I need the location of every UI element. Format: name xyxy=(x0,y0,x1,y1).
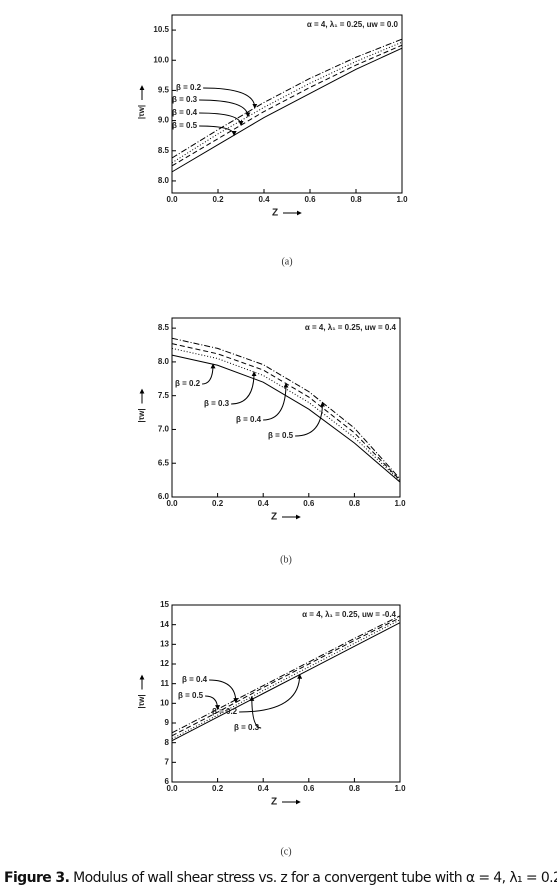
series-label: β = 0.3 xyxy=(172,95,198,104)
label-arrow xyxy=(295,401,325,437)
series-line xyxy=(171,337,401,480)
x-tick-label: 1.0 xyxy=(394,784,406,793)
y-tick-label: 8.5 xyxy=(158,323,170,332)
series-label: β = 0.2 xyxy=(212,707,238,716)
y-tick-label: 9 xyxy=(165,718,170,727)
label-arrow xyxy=(209,679,239,704)
annotation: α = 4, λ₁ = 0.25, uw = 0.0 xyxy=(307,20,399,29)
annotation: α = 4, λ₁ = 0.25, uw = -0.4 xyxy=(302,610,396,619)
y-tick-label: 6 xyxy=(165,777,170,786)
y-tick-label: 6.5 xyxy=(158,458,170,467)
x-tick-label: 0.6 xyxy=(303,784,315,793)
figure: 0.0 0.2 0.4 0.6 0.8 1.0 8.0 8.5 9.0 9.5 10.0 10.5 β … xyxy=(137,14,408,857)
label-arrow xyxy=(205,695,221,711)
y-tick-label: 8.0 xyxy=(158,176,170,185)
series-label: β = 0.3 xyxy=(204,399,230,408)
caption-text: Modulus of wall shear stress vs. z for a… xyxy=(73,870,557,886)
series-line xyxy=(171,354,401,483)
x-tick-label: 0.8 xyxy=(349,499,361,508)
y-axis-label: |τw| xyxy=(137,694,146,708)
y-tick-label: 8.0 xyxy=(158,357,170,366)
x-tick-label: 0.0 xyxy=(166,195,178,204)
y-tick-label: 7 xyxy=(165,757,170,766)
y-tick-label: 9.5 xyxy=(158,86,170,95)
series-label: β = 0.5 xyxy=(268,431,294,440)
x-tick-label: 1.0 xyxy=(396,195,408,204)
y-axis-label: |τw| xyxy=(137,105,146,119)
x-tick-label: 0.6 xyxy=(303,499,315,508)
series-line xyxy=(171,617,401,737)
series-line xyxy=(171,622,401,742)
label-arrow xyxy=(199,112,244,126)
series-line xyxy=(171,343,401,481)
caption: Figure 3. Modulus of wall shear stress v… xyxy=(4,870,557,886)
series-label: β = 0.5 xyxy=(178,691,204,700)
label-arrow xyxy=(239,673,303,713)
x-axis-label: Z xyxy=(271,797,277,808)
y-tick-label: 9.0 xyxy=(158,116,170,125)
label-arrow xyxy=(202,363,216,385)
plot-frame xyxy=(171,317,401,498)
x-axis-label: Z xyxy=(272,208,278,219)
series-line xyxy=(171,38,403,159)
series-label: β = 0.4 xyxy=(236,415,262,424)
series-label: β = 0.3 xyxy=(234,723,260,732)
y-tick-label: 15 xyxy=(160,600,169,609)
y-axis-label: |τw| xyxy=(137,408,146,422)
series-label: β = 0.5 xyxy=(172,121,198,130)
series-line xyxy=(171,41,403,164)
label-arrow xyxy=(249,695,262,729)
y-tick-label: 8.5 xyxy=(158,146,170,155)
y-tick-label: 11 xyxy=(161,679,170,688)
x-tick-label: 0.0 xyxy=(166,784,178,793)
x-tick-label: 0.4 xyxy=(258,195,270,204)
y-tick-label: 13 xyxy=(160,639,169,648)
y-tick-label: 10.5 xyxy=(153,25,169,34)
x-tick-label: 0.2 xyxy=(212,784,224,793)
plot-frame xyxy=(171,604,401,783)
label-arrow xyxy=(263,382,289,421)
panel-label: (c) xyxy=(280,846,291,857)
series-line xyxy=(171,347,401,482)
series-label: β = 0.4 xyxy=(182,675,208,684)
y-tick-label: 10 xyxy=(160,698,169,707)
y-tick-label: 12 xyxy=(160,659,169,668)
x-tick-label: 0.4 xyxy=(258,499,270,508)
annotation: α = 4, λ₁ = 0.25, uw = 0.4 xyxy=(305,323,397,332)
x-tick-label: 0.0 xyxy=(166,499,178,508)
label-arrow xyxy=(203,87,258,109)
x-tick-label: 0.8 xyxy=(349,784,361,793)
panel-label: (b) xyxy=(280,554,292,565)
x-axis-label: Z xyxy=(271,512,277,523)
y-tick-label: 10.0 xyxy=(153,55,169,64)
x-tick-label: 0.4 xyxy=(258,784,270,793)
series-label: β = 0.4 xyxy=(172,108,198,117)
y-tick-label: 6.0 xyxy=(158,492,170,501)
y-tick-label: 8 xyxy=(165,738,170,747)
series-label: β = 0.2 xyxy=(176,83,202,92)
panel-label: (a) xyxy=(281,256,292,267)
label-arrow xyxy=(199,125,237,137)
x-tick-label: 0.2 xyxy=(212,195,224,204)
y-tick-label: 7.0 xyxy=(158,425,170,434)
series-line xyxy=(171,47,403,173)
x-tick-label: 0.2 xyxy=(212,499,224,508)
y-tick-label: 7.5 xyxy=(158,391,170,400)
caption-label: Figure 3. xyxy=(4,870,70,886)
x-tick-label: 1.0 xyxy=(394,499,406,508)
label-arrow xyxy=(231,371,257,405)
plot-frame xyxy=(171,14,403,194)
label-arrow xyxy=(199,99,251,118)
series-line xyxy=(171,619,401,740)
x-tick-label: 0.6 xyxy=(304,195,316,204)
y-tick-label: 14 xyxy=(160,620,169,629)
series-line xyxy=(171,615,401,734)
series-line xyxy=(171,44,403,167)
x-tick-label: 0.8 xyxy=(350,195,362,204)
series-label: β = 0.2 xyxy=(175,379,201,388)
